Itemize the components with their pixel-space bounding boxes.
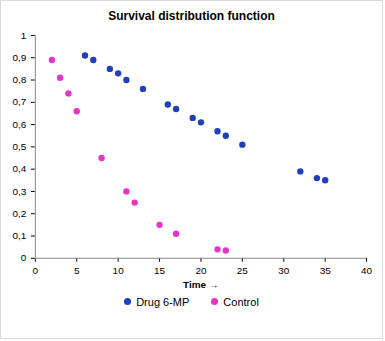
svg-text:15: 15 — [154, 265, 166, 276]
svg-text:0,9: 0,9 — [13, 52, 27, 63]
html-text:Control: Control — [223, 295, 259, 308]
svg-text:0,7: 0,7 — [13, 96, 27, 107]
svg-text:1: 1 — [21, 30, 27, 41]
svg-text:0,5: 0,5 — [13, 141, 27, 152]
html-text:Drug 6-MP: Drug 6-MP — [136, 295, 190, 308]
svg-text:30: 30 — [278, 265, 290, 276]
svg-text:0,1: 0,1 — [13, 230, 27, 241]
svg-text:0: 0 — [33, 265, 39, 276]
svg-text:0,4: 0,4 — [13, 163, 27, 174]
svg-text:Time →: Time → — [183, 279, 219, 290]
svg-text:0,8: 0,8 — [13, 74, 27, 85]
svg-text:35: 35 — [320, 265, 332, 276]
svg-text:20: 20 — [195, 265, 207, 276]
svg-text:0: 0 — [21, 252, 27, 263]
svg-text:0,3: 0,3 — [13, 186, 27, 197]
svg-text:0,6: 0,6 — [13, 119, 27, 130]
svg-text:0,2: 0,2 — [13, 208, 27, 219]
svg-text:25: 25 — [237, 265, 249, 276]
svg-text:10: 10 — [113, 265, 125, 276]
svg-text:5: 5 — [74, 265, 80, 276]
html-text:Survival distribution function: Survival distribution function — [108, 9, 275, 23]
svg-text:40: 40 — [361, 265, 373, 276]
